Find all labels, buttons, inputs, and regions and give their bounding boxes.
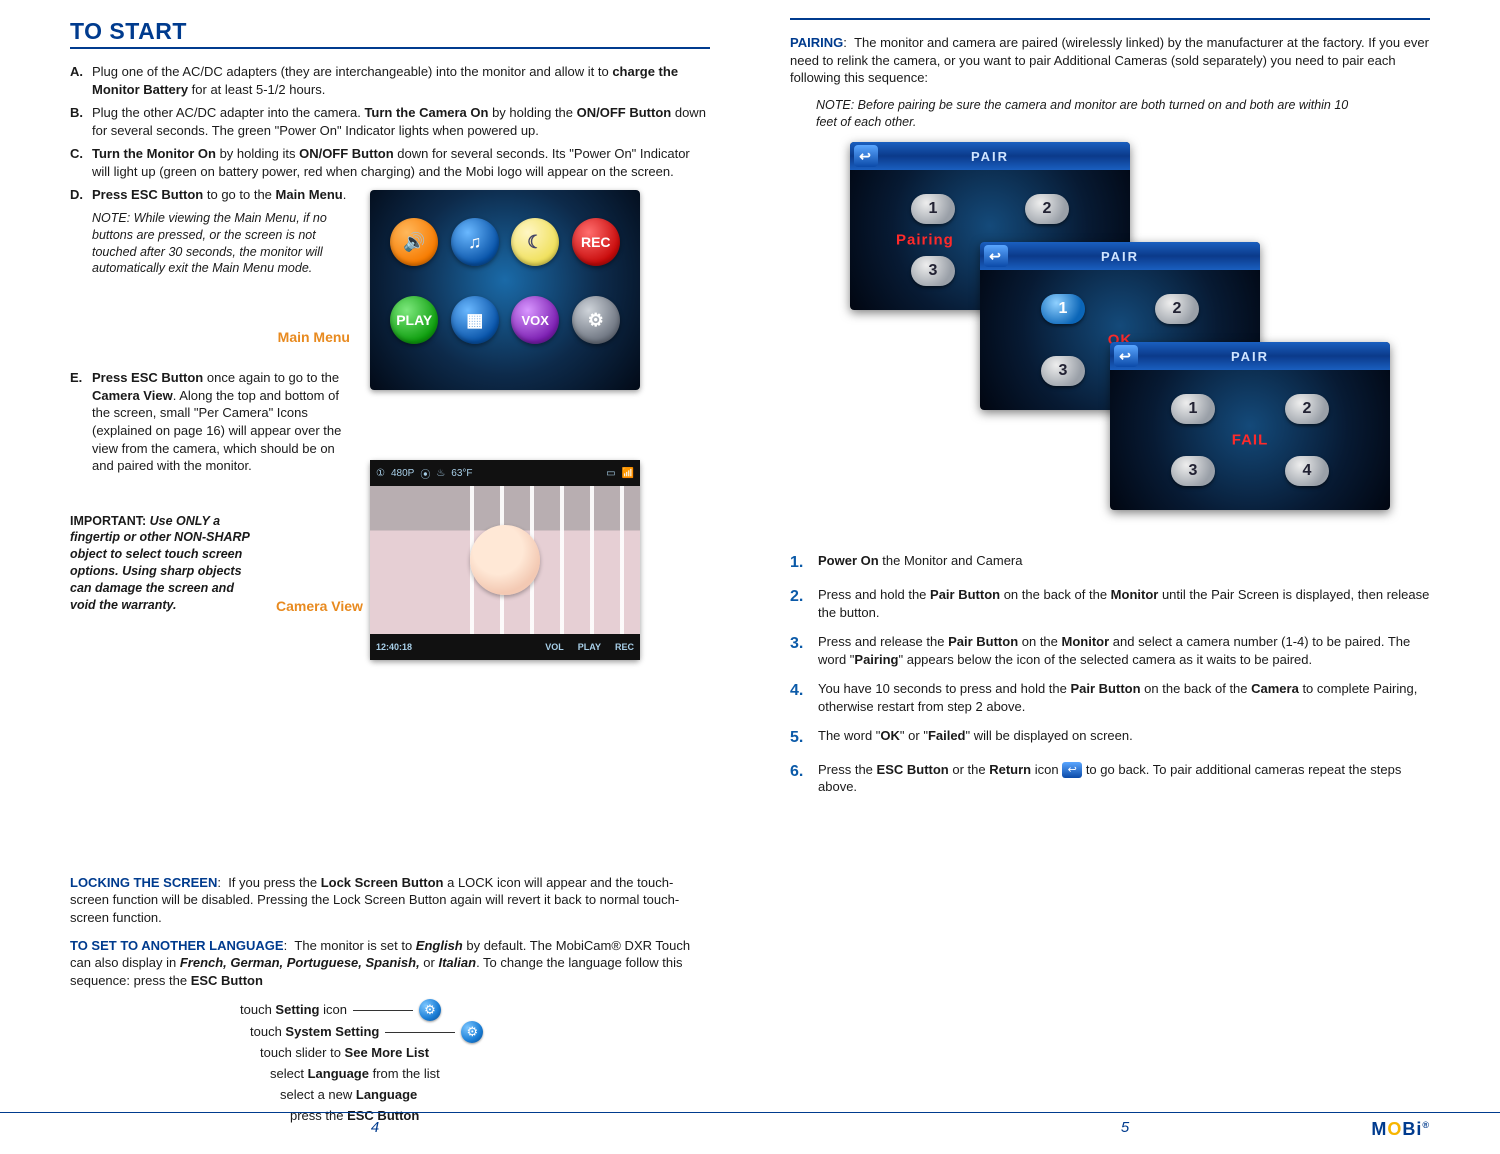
step-d: D. Press ESC Button to go to the Main Me… [70,186,370,204]
step-4: 4.You have 10 seconds to press and hold … [790,680,1430,715]
page-5-top-divider [790,18,1430,20]
back-icon: ↩ [854,145,878,167]
lang-step-3: touch slider to See More List [260,1043,429,1064]
page-5: PAIRING: The monitor and camera are pair… [750,0,1500,1154]
language-para: TO SET TO ANOTHER LANGUAGE: The monitor … [70,937,710,990]
note-d: NOTE: While viewing the Main Menu, if no… [92,210,352,278]
step-c-text: Turn the Monitor On by holding its ON/OF… [92,145,710,180]
status-fail: FAIL [1232,432,1269,449]
camera-top-bar: ① 480P ⦿ ♨ 63°F ▭ 📶 [370,460,640,486]
pair-slot-3: 3 [1171,456,1215,486]
camera-view-screenshot: ① 480P ⦿ ♨ 63°F ▭ 📶 12:40:18 VOL PLAY RE… [370,460,640,660]
important-note: IMPORTANT: Use ONLY a fingertip or other… [70,513,250,614]
step-d-text: Press ESC Button to go to the Main Menu. [92,186,370,204]
step-5: 5.The word "OK" or "Failed" will be disp… [790,727,1430,749]
page-4: TO START A. Plug one of the AC/DC adapte… [0,0,750,1154]
camera-feed [370,486,640,634]
baby-figure [470,525,540,595]
play-icon: PLAY [390,296,438,344]
mobi-logo: MOBi® [1371,1119,1430,1140]
pair-window-fail: ↩PAIR 1 2 3 4 FAIL [1110,342,1390,510]
pair-slot-2: 2 [1155,294,1199,324]
to-start-heading: TO START [70,18,710,49]
step-3: 3.Press and release the Pair Button on t… [790,633,1430,668]
step-c: C. Turn the Monitor On by holding its ON… [70,145,710,180]
pair-slot-1: 1 [1171,394,1215,424]
vox-icon: VOX [511,296,559,344]
pairing-intro: PAIRING: The monitor and camera are pair… [790,34,1430,87]
page-5-number: 5 [1121,1119,1129,1136]
lang-step-4: select Language from the list [270,1064,440,1085]
back-icon: ↩ [984,245,1008,267]
music-icon: ♫ [451,218,499,266]
step-2: 2.Press and hold the Pair Button on the … [790,586,1430,621]
system-setting-gear-icon: ⚙ [461,1021,483,1043]
step-b: B. Plug the other AC/DC adapter into the… [70,104,710,139]
lang-step-1: touch Setting icon [240,1000,347,1021]
back-icon: ↩ [1114,345,1138,367]
pairing-note: NOTE: Before pairing be sure the camera … [816,97,1356,131]
pair-slot-1-active: 1 [1041,294,1085,324]
page-4-footer: 4 [0,1112,750,1136]
step-b-text: Plug the other AC/DC adapter into the ca… [92,104,710,139]
main-menu-screenshot: 🔊 ♫ ☾ REC PLAY ▦ VOX ⚙ [370,190,640,390]
step-a-text: Plug one of the AC/DC adapters (they are… [92,63,710,98]
camera-view-label: Camera View [276,598,363,614]
pair-slot-3: 3 [1041,356,1085,386]
step-1: 1.Power On the Monitor and Camera [790,552,1430,574]
pair-slot-1: 1 [911,194,955,224]
status-pairing: Pairing [896,232,954,249]
lang-step-5: select a new Language [280,1085,417,1106]
volume-icon: 🔊 [390,218,438,266]
pair-slot-2: 2 [1285,394,1329,424]
step-e-text: Press ESC Button once again to go to the… [92,369,360,474]
rec-icon: REC [572,218,620,266]
language-steps: touch Setting icon ⚙ touch System Setting… [240,999,710,1126]
settings-icon: ⚙ [572,296,620,344]
night-icon: ☾ [511,218,559,266]
multiview-icon: ▦ [451,296,499,344]
step-e: E. Press ESC Button once again to go to … [70,369,360,474]
lang-step-2: touch System Setting [250,1022,379,1043]
step-6: 6. Press the ESC Button or the Return ic… [790,761,1430,796]
setting-gear-icon: ⚙ [419,999,441,1021]
pair-slot-3: 3 [911,256,955,286]
pair-slot-2: 2 [1025,194,1069,224]
step-a: A. Plug one of the AC/DC adapters (they … [70,63,710,98]
page-4-number: 4 [371,1119,379,1136]
pair-screens-figure: ↩PAIR 1 2 3 4 Pairing ↩PAIR 1 2 3 4 OK [850,142,1370,532]
camera-bottom-bar: 12:40:18 VOL PLAY REC [370,634,640,660]
locking-screen-para: LOCKING THE SCREEN: If you press the Loc… [70,874,710,927]
main-menu-label: Main Menu [278,329,350,345]
return-icon: ↩ [1062,762,1082,778]
pair-slot-4: 4 [1285,456,1329,486]
